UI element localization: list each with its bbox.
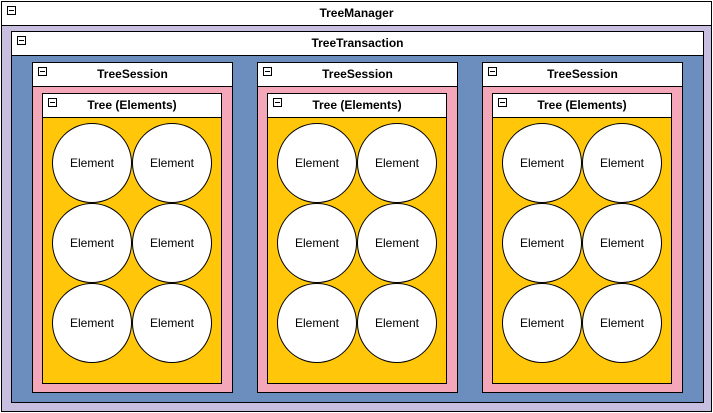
tree-elements-header: Tree (Elements) bbox=[43, 94, 221, 118]
element-node[interactable]: Element bbox=[502, 283, 582, 363]
element-node[interactable]: Element bbox=[277, 123, 357, 203]
collapse-icon[interactable] bbox=[7, 6, 16, 15]
element-label: Element bbox=[599, 236, 645, 250]
element-label: Element bbox=[519, 156, 565, 170]
tree-session-header: TreeSession bbox=[33, 63, 232, 87]
element-label: Element bbox=[374, 316, 420, 330]
element-label: Element bbox=[69, 156, 115, 170]
element-label: Element bbox=[149, 156, 195, 170]
element-node[interactable]: Element bbox=[502, 123, 582, 203]
tree-elements-container: Tree (Elements) Element Element Element … bbox=[42, 93, 222, 384]
element-node[interactable]: Element bbox=[357, 203, 437, 283]
tree-transaction-header: TreeTransaction bbox=[12, 32, 703, 56]
collapse-icon[interactable] bbox=[488, 67, 497, 76]
element-label: Element bbox=[149, 236, 195, 250]
element-label: Element bbox=[374, 236, 420, 250]
tree-elements-title: Tree (Elements) bbox=[312, 98, 402, 112]
element-label: Element bbox=[149, 316, 195, 330]
tree-session-header: TreeSession bbox=[258, 63, 457, 87]
element-label: Element bbox=[374, 156, 420, 170]
element-label: Element bbox=[294, 156, 340, 170]
collapse-icon[interactable] bbox=[38, 67, 47, 76]
tree-manager-title: TreeManager bbox=[319, 6, 394, 20]
tree-elements-header: Tree (Elements) bbox=[268, 94, 446, 118]
element-node[interactable]: Element bbox=[132, 123, 212, 203]
element-node[interactable]: Element bbox=[277, 283, 357, 363]
element-node[interactable]: Element bbox=[52, 123, 132, 203]
tree-transaction-container: TreeTransaction TreeSession Tree (Elemen… bbox=[11, 31, 704, 403]
tree-elements-container: Tree (Elements) Element Element Element … bbox=[267, 93, 447, 384]
element-node[interactable]: Element bbox=[357, 123, 437, 203]
element-node[interactable]: Element bbox=[502, 203, 582, 283]
collapse-icon[interactable] bbox=[17, 36, 26, 45]
tree-elements-title: Tree (Elements) bbox=[537, 98, 627, 112]
collapse-icon[interactable] bbox=[48, 98, 57, 107]
element-node[interactable]: Element bbox=[357, 283, 437, 363]
tree-transaction-title: TreeTransaction bbox=[311, 36, 404, 50]
element-node[interactable]: Element bbox=[52, 203, 132, 283]
element-node[interactable]: Element bbox=[582, 283, 662, 363]
element-node[interactable]: Element bbox=[52, 283, 132, 363]
collapse-icon[interactable] bbox=[263, 67, 272, 76]
element-label: Element bbox=[69, 236, 115, 250]
tree-manager-header: TreeManager bbox=[2, 2, 711, 26]
tree-session-header: TreeSession bbox=[483, 63, 682, 87]
element-label: Element bbox=[599, 316, 645, 330]
tree-session-container: TreeSession Tree (Elements) Element Elem… bbox=[32, 62, 233, 393]
tree-session-title: TreeSession bbox=[97, 67, 168, 81]
collapse-icon[interactable] bbox=[273, 98, 282, 107]
element-label: Element bbox=[599, 156, 645, 170]
tree-session-title: TreeSession bbox=[547, 67, 618, 81]
tree-session-container: TreeSession Tree (Elements) Element Elem… bbox=[482, 62, 683, 393]
tree-session-title: TreeSession bbox=[322, 67, 393, 81]
collapse-icon[interactable] bbox=[498, 98, 507, 107]
element-node[interactable]: Element bbox=[277, 203, 357, 283]
element-label: Element bbox=[519, 236, 565, 250]
element-node[interactable]: Element bbox=[582, 203, 662, 283]
element-label: Element bbox=[294, 236, 340, 250]
element-label: Element bbox=[69, 316, 115, 330]
element-node[interactable]: Element bbox=[132, 203, 212, 283]
element-node[interactable]: Element bbox=[132, 283, 212, 363]
element-label: Element bbox=[519, 316, 565, 330]
tree-session-container: TreeSession Tree (Elements) Element Elem… bbox=[257, 62, 458, 393]
tree-elements-header: Tree (Elements) bbox=[493, 94, 671, 118]
tree-elements-container: Tree (Elements) Element Element Element … bbox=[492, 93, 672, 384]
element-node[interactable]: Element bbox=[582, 123, 662, 203]
tree-elements-title: Tree (Elements) bbox=[87, 98, 177, 112]
element-label: Element bbox=[294, 316, 340, 330]
